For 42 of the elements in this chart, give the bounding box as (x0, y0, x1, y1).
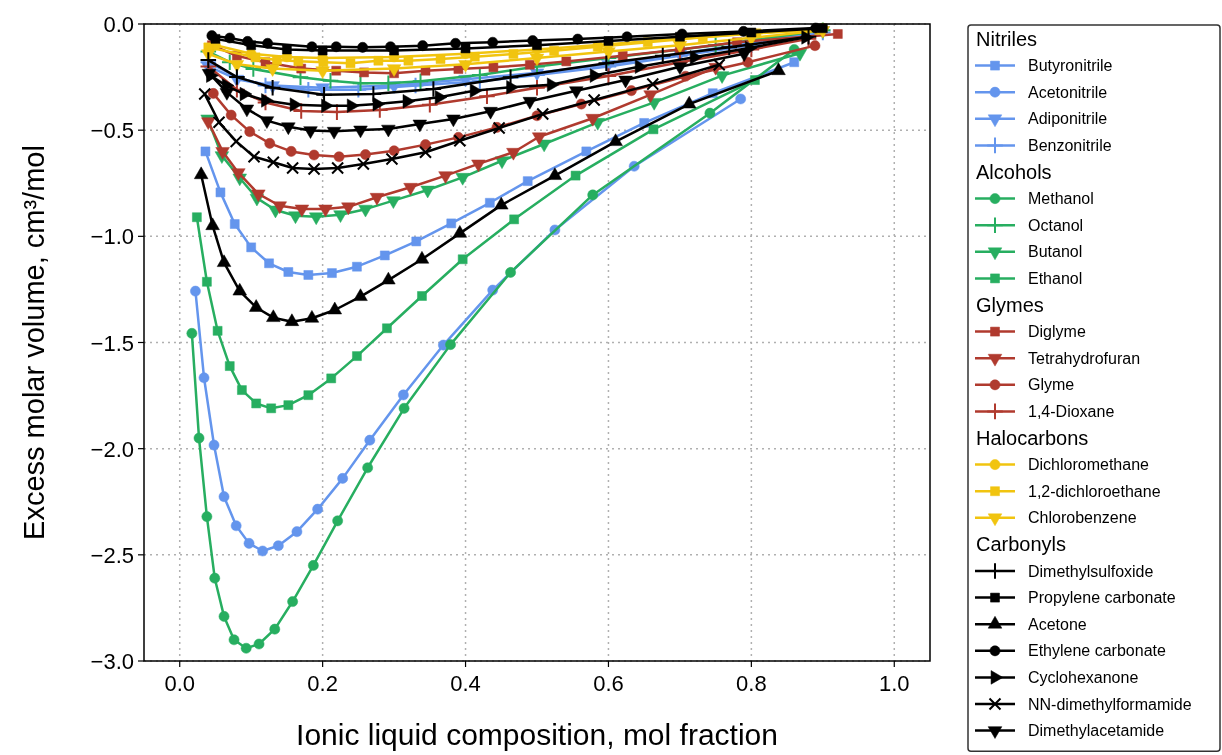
y-tick-label: −3.0 (90, 649, 134, 674)
legend-label: Dimethylacetamide (1028, 722, 1165, 740)
x-tick-label: 0.4 (450, 671, 481, 696)
y-tick-label: −0.5 (90, 118, 134, 144)
legend-label: Dichloromethane (1028, 456, 1150, 474)
x-tick-label: 0.2 (307, 671, 338, 696)
legend-label: Glyme (1028, 376, 1075, 394)
y-axis-title: Excess molar volume, cm³/mol (18, 145, 50, 540)
legend-label: Dimethylsulfoxide (1028, 562, 1154, 580)
legend-label: Acetone (1028, 615, 1087, 633)
legend-label: Methanol (1028, 190, 1094, 208)
legend-label: Octanol (1028, 216, 1084, 234)
text: Halocarbons (976, 427, 1089, 449)
x-axis-title: Ionic liquid composition, mol fraction (296, 718, 778, 751)
legend-label: 1,2-dichloroethane (1028, 482, 1161, 500)
legend-label: Tetrahydrofuran (1028, 349, 1141, 367)
legend-label: Propylene carbonate (1028, 589, 1176, 607)
y-tick-label: −2.5 (90, 542, 134, 568)
legend-label: Butyronitrile (1028, 57, 1113, 75)
legend-label: 1,4-Dioxane (1028, 402, 1115, 420)
y-tick-label: −2.0 (90, 436, 134, 462)
legend-label: Cyclohexanone (1028, 668, 1139, 686)
legend-label: Acetonitrile (1028, 83, 1108, 101)
legend-label: Benzonitrile (1028, 136, 1112, 154)
text: Nitriles (976, 28, 1038, 50)
x-tick-label: 0.6 (593, 671, 624, 696)
y-tick-label: −1.5 (90, 330, 134, 356)
y-tick-label: −1.0 (90, 224, 134, 250)
x-tick-label: 0.8 (736, 671, 767, 696)
x-tick-label: 1.0 (878, 671, 910, 696)
legend-label: NN-dimethylformamide (1028, 695, 1192, 713)
text: Alcohols (976, 161, 1052, 183)
y-tick-label: 0.0 (103, 12, 134, 37)
legend-label: Ethylene carbonate (1028, 642, 1166, 660)
text: Carbonyls (976, 533, 1067, 556)
legend-label: Adiponitrile (1028, 110, 1108, 128)
text: Glymes (976, 294, 1044, 316)
legend-label: Ethanol (1028, 269, 1083, 287)
legend-label: Chlorobenzene (1028, 509, 1137, 527)
legend-label: Butanol (1028, 243, 1083, 261)
x-tick-label: 0.0 (164, 671, 196, 696)
legend-label: Diglyme (1028, 323, 1086, 341)
